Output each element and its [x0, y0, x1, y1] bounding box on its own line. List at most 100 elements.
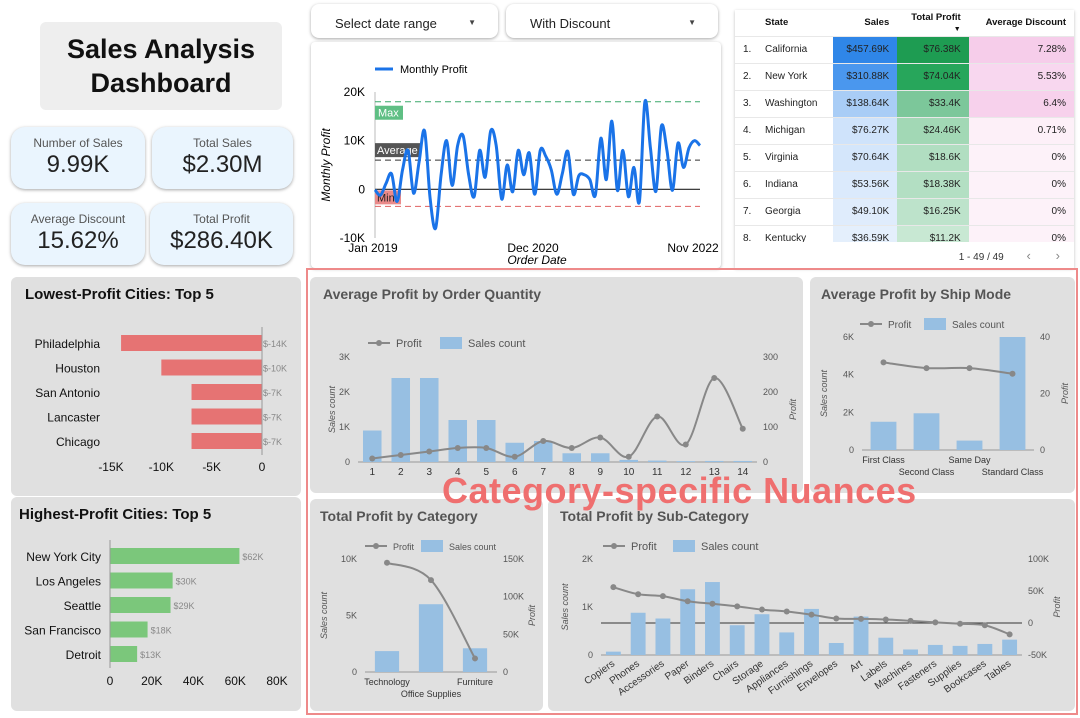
lowest-profit-panel: Lowest-Profit Cities: Top 5 Philadelphia…	[11, 277, 301, 496]
profit-point	[397, 452, 404, 458]
overlay-annotation: Category-specific Nuances	[442, 470, 917, 511]
x-tick-label: 4	[455, 467, 461, 478]
y-tick-label: 0	[358, 182, 365, 196]
y-tick-label: 10K	[344, 134, 365, 148]
table-row[interactable]: 8. Kentucky $36.59K $11.2K 0%	[735, 224, 1074, 242]
profit-point	[923, 365, 930, 372]
y2-tick-label: 100K	[1028, 554, 1049, 564]
discount-filter-control[interactable]: With Discount ▼	[506, 4, 718, 38]
legend-sales-swatch	[924, 318, 946, 330]
discount-filter-label: With Discount	[530, 16, 611, 31]
header-total-profit[interactable]: Total Profit ▼	[897, 10, 968, 36]
x-tick-label: Nov 2022	[667, 241, 719, 255]
table-row[interactable]: 6. Indiana $53.56K $18.38K 0%	[735, 170, 1074, 198]
profit-point	[682, 441, 689, 448]
profit-point	[1006, 631, 1013, 638]
y-tick-label: 5K	[346, 611, 357, 621]
table-cell-profit: $18.6K	[897, 143, 969, 171]
table-cell-discount: 6.4%	[968, 89, 1074, 117]
profit-point	[966, 365, 973, 372]
y-tick-label: 0	[345, 457, 350, 467]
bar	[676, 461, 696, 462]
table-cell-state: Kentucky	[761, 224, 833, 242]
prev-page-icon[interactable]: ‹	[1026, 248, 1031, 263]
header-total-profit-label: Total Profit	[911, 11, 961, 23]
x-tick-label: 40K	[183, 674, 204, 688]
table-cell-sales: $457.69K	[833, 35, 898, 63]
profit-point	[635, 591, 642, 598]
sub-category-chart: Profit Sales count 0 1K 2K -50K 0 50K 100K Sales …	[560, 540, 1062, 698]
x-tick-label: 1	[369, 467, 375, 478]
pagination: 1 - 49 / 49 ‹ ›	[959, 248, 1060, 263]
header-sales[interactable]: Sales	[864, 17, 890, 29]
pagination-label: 1 - 49 / 49	[958, 252, 1004, 263]
bar	[779, 632, 795, 655]
y2-tick-label: 300	[763, 352, 778, 362]
bar	[619, 459, 639, 462]
y-tick-label: 4K	[843, 370, 854, 380]
bar-value-label: $62K	[242, 552, 263, 562]
bar	[680, 589, 696, 655]
panel-title: Lowest-Profit Cities: Top 5	[25, 286, 214, 303]
kpi-total-profit: Total Profit $286.40K	[150, 203, 293, 265]
bar-value-label: $18K	[151, 626, 172, 636]
x-tick-label: 13	[709, 467, 721, 478]
y-tick-label: 2K	[339, 387, 350, 397]
dashboard-title: Sales Analysis Dashboard	[40, 22, 282, 110]
y2-tick-label: 200	[763, 387, 778, 397]
table-row[interactable]: 7. Georgia $49.10K $16.25K 0%	[735, 197, 1074, 225]
profit-point	[428, 577, 434, 584]
x-tick-label: -5K	[202, 460, 221, 474]
profit-point	[833, 615, 840, 622]
next-page-icon[interactable]: ›	[1055, 248, 1060, 263]
table-cell-state: Michigan	[761, 116, 833, 144]
bar-value-label: $29K	[174, 601, 195, 611]
y2-tick-label: 50K	[1028, 586, 1044, 596]
header-state[interactable]: State	[765, 17, 789, 29]
bar-value-label: $30K	[176, 577, 197, 587]
bar	[903, 649, 918, 655]
legend-label: Monthly Profit	[400, 64, 467, 76]
bar	[1002, 639, 1018, 655]
table-cell-rank: 7.	[735, 197, 761, 225]
table-row[interactable]: 5. Virginia $70.64K $18.6K 0%	[735, 143, 1074, 171]
y-tick-label: 0	[588, 650, 593, 660]
table-scroll-area[interactable]: State Sales Total Profit ▼ Average Discou…	[735, 10, 1074, 242]
kpi-number-of-sales: Number of Sales 9.99K	[11, 127, 145, 189]
legend-profit-marker	[373, 543, 379, 549]
profit-point	[511, 453, 518, 460]
bar-value-label: $13K	[140, 650, 161, 660]
table-row[interactable]: 4. Michigan $76.27K $24.46K 0.71%	[735, 116, 1074, 144]
x-tick-label: Furniture	[457, 677, 493, 687]
table-row[interactable]: 1. California $457.69K $76.38K 7.28%	[735, 35, 1074, 63]
bar	[733, 460, 753, 462]
table-row[interactable]: 2. New York $310.88K $74.04K 5.53%	[735, 62, 1074, 90]
ship-mode-chart: Profit Sales count 0 2K 4K 6K 0 20 40 Sales count…	[819, 318, 1070, 477]
profit-line	[883, 361, 1013, 375]
header-average-discount[interactable]: Average Discount	[985, 17, 1066, 29]
kpi-value: 15.62%	[37, 227, 119, 254]
bar	[870, 421, 897, 450]
max-tag	[375, 105, 403, 120]
state-table: State Sales Total Profit ▼ Average Discou…	[735, 10, 1074, 268]
date-range-control[interactable]: Select date range ▼	[311, 4, 498, 38]
y2-axis-title: Profit	[1060, 383, 1070, 405]
table-row[interactable]: 3. Washington $138.64K $33.4K 6.4%	[735, 89, 1074, 117]
sort-desc-icon: ▼	[953, 25, 961, 33]
legend-label: Profit	[888, 320, 912, 331]
header-rank	[735, 10, 761, 36]
y-tick-label: 10K	[341, 554, 357, 564]
category-label: Houston	[55, 362, 100, 376]
bar	[878, 637, 894, 655]
max-tag-label: Max	[378, 108, 399, 120]
bar	[913, 413, 940, 450]
profit-point	[808, 611, 815, 618]
profit-point	[659, 593, 666, 600]
highest-profit-panel: Highest-Profit Cities: Top 5 New York Ci…	[11, 497, 301, 711]
y-tick-label: 2K	[582, 554, 593, 564]
profit-point	[483, 445, 490, 451]
panel-title: Total Profit by Sub-Category	[560, 508, 749, 524]
bar	[191, 433, 262, 449]
bar	[853, 616, 869, 655]
